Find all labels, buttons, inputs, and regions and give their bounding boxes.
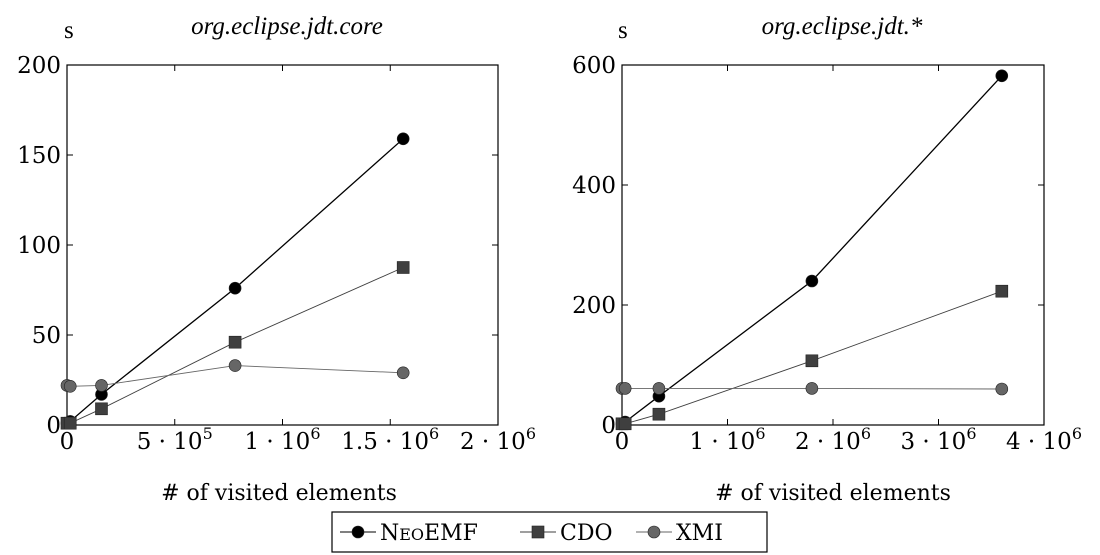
chart-0-series-1-point-2 [95,402,108,416]
chart-1-x-tick-label-3: 3 · 106 [900,424,976,455]
chart-1-series-2-point-4 [995,382,1009,396]
chart-0-y-tick-label-2: 100 [17,233,61,259]
chart-0-y-tick-label-0: 0 [46,413,61,439]
chart-0-x-tick-label-1: 5 · 105 [137,424,213,455]
chart-0-y-tick-label-1: 50 [32,323,61,349]
legend-label-1: CDO [560,521,613,546]
chart-1-x-tick-label-1: 1 · 106 [689,424,765,455]
chart-0-y-unit: s [64,17,74,44]
chart-0-series-0-line [66,138,404,424]
legend-marker-0 [351,525,365,539]
chart-0-y-tick-label-3: 150 [17,143,61,169]
legend-label-0: NEOEMF [380,521,478,546]
chart-0-series-2-point-3 [228,359,242,372]
chart-1-title: org.eclipse.jdt.* [762,13,923,40]
chart-0-series-0-point-3 [228,281,242,295]
chart-0-series-1-point-4 [396,261,410,274]
chart-1-series-2-point-3 [805,382,819,395]
chart-1-series-2-point-1 [618,382,632,395]
chart-1-series-0-point-3 [805,274,819,288]
chart-1-y-unit: s [618,17,628,44]
chart-1-series-1-point-2 [652,407,666,421]
chart-jdt-all: s org.eclipse.jdt.* # of visited element… [572,13,1082,506]
chart-0-series-0-point-4 [396,132,410,146]
chart-1-series-0-line [621,75,1003,425]
chart-1-series-1-point-1 [618,417,632,431]
chart-1-frame [621,64,1045,426]
chart-1-x-tick-label-4: 4 · 106 [1006,424,1082,455]
chart-1-y-tick-label-1: 200 [572,293,616,319]
chart-0-x-tick-label-0: 0 [60,429,75,455]
chart-0-x-tick-label-2: 1 · 106 [244,424,320,455]
legend-label-2: XMI [676,521,723,546]
chart-1-y-tick-label-0: 0 [601,413,616,439]
chart-0-series-1-point-3 [228,335,242,349]
chart-1-series-1-point-4 [995,284,1009,298]
legend-marker-1 [531,525,545,539]
legend: NEOEMF CDO XMI [331,511,768,553]
chart-jdt-core: s org.eclipse.jdt.core # of visited elem… [17,13,536,506]
legend-marker-2 [647,525,661,539]
chart-1-x-tick-label-2: 2 · 106 [795,424,871,455]
chart-1-series-0-point-4 [995,69,1009,83]
chart-0-x-tick-label-3: 1.5 · 106 [341,424,439,455]
chart-0-title: org.eclipse.jdt.core [191,13,383,40]
chart-0-y-tick-label-4: 200 [17,53,61,79]
chart-1-series-1-point-3 [805,354,819,368]
chart-1-series-2-point-2 [652,382,666,395]
chart-1-y-tick-label-2: 400 [572,173,616,199]
chart-0-series-1-point-1 [63,416,77,430]
chart-0-x-label: # of visited elements [161,481,397,506]
chart-1-y-tick-label-3: 600 [572,53,616,79]
chart-0-series-2-point-2 [95,379,108,392]
chart-1-x-tick-label-0: 0 [615,429,630,455]
chart-1-x-label: # of visited elements [715,481,951,506]
chart-0-series-2-point-1 [63,379,77,393]
chart-0-x-tick-label-4: 2 · 106 [460,424,536,455]
chart-0-series-2-point-4 [396,366,410,380]
